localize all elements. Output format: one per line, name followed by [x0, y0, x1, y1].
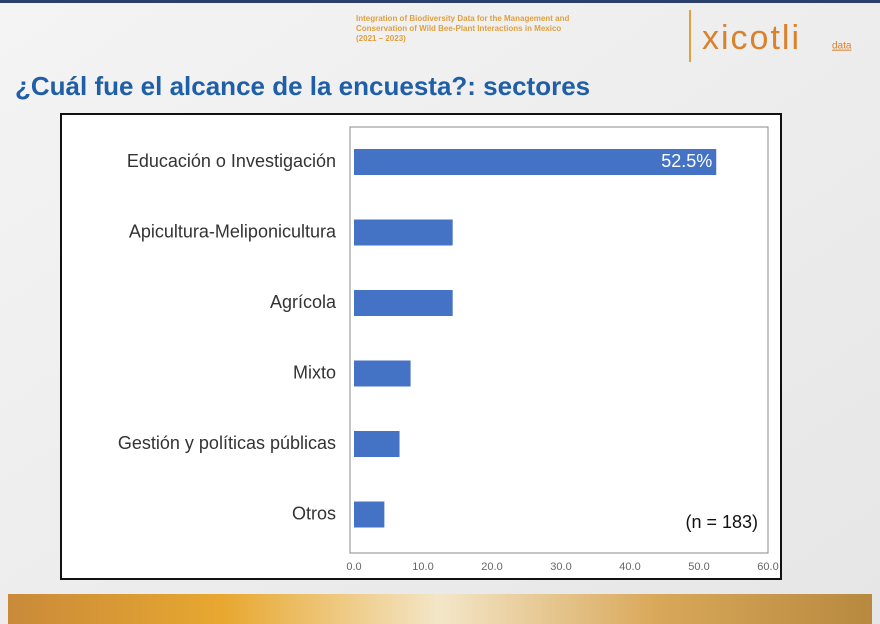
y-tick-label: Agrícola: [270, 292, 337, 312]
logo: xicotli: [702, 19, 801, 57]
y-tick-label: Mixto: [293, 362, 336, 382]
chart-title: ¿Cuál fue el alcance de la encuesta?: se…: [15, 71, 590, 101]
header-line: (2021 – 2023): [356, 34, 406, 43]
y-tick-label: Otros: [292, 503, 336, 523]
bar: [354, 149, 717, 175]
chart-frame: [60, 113, 782, 580]
x-tick-label: 50.0: [688, 561, 709, 573]
bar: [354, 360, 411, 387]
x-tick-label: 60.0: [757, 561, 778, 573]
logo-sub: data: [832, 41, 852, 52]
x-tick-label: 0.0: [346, 561, 361, 573]
header-line: Conservation of Wild Bee-Plant Interacti…: [356, 24, 561, 33]
x-tick-label: 20.0: [481, 561, 502, 573]
y-tick-label: Educación o Investigación: [127, 151, 336, 171]
y-tick-label: Apicultura-Meliponicultura: [129, 221, 337, 241]
top-border: [0, 0, 880, 3]
plot-area: [349, 126, 769, 554]
y-tick-label: Gestión y políticas públicas: [118, 433, 336, 453]
x-tick-label: 30.0: [550, 561, 571, 573]
header-line: Integration of Biodiversity Data for the…: [356, 14, 569, 23]
bar: [354, 290, 453, 316]
bar: [354, 219, 453, 246]
x-tick-label: 40.0: [619, 561, 640, 573]
bar: [354, 501, 385, 528]
x-tick-label: 10.0: [412, 561, 433, 573]
bar: [354, 431, 400, 457]
value-label: 52.5%: [661, 151, 712, 171]
photo-strip: [8, 594, 872, 624]
annotation: (n = 183): [685, 512, 758, 532]
